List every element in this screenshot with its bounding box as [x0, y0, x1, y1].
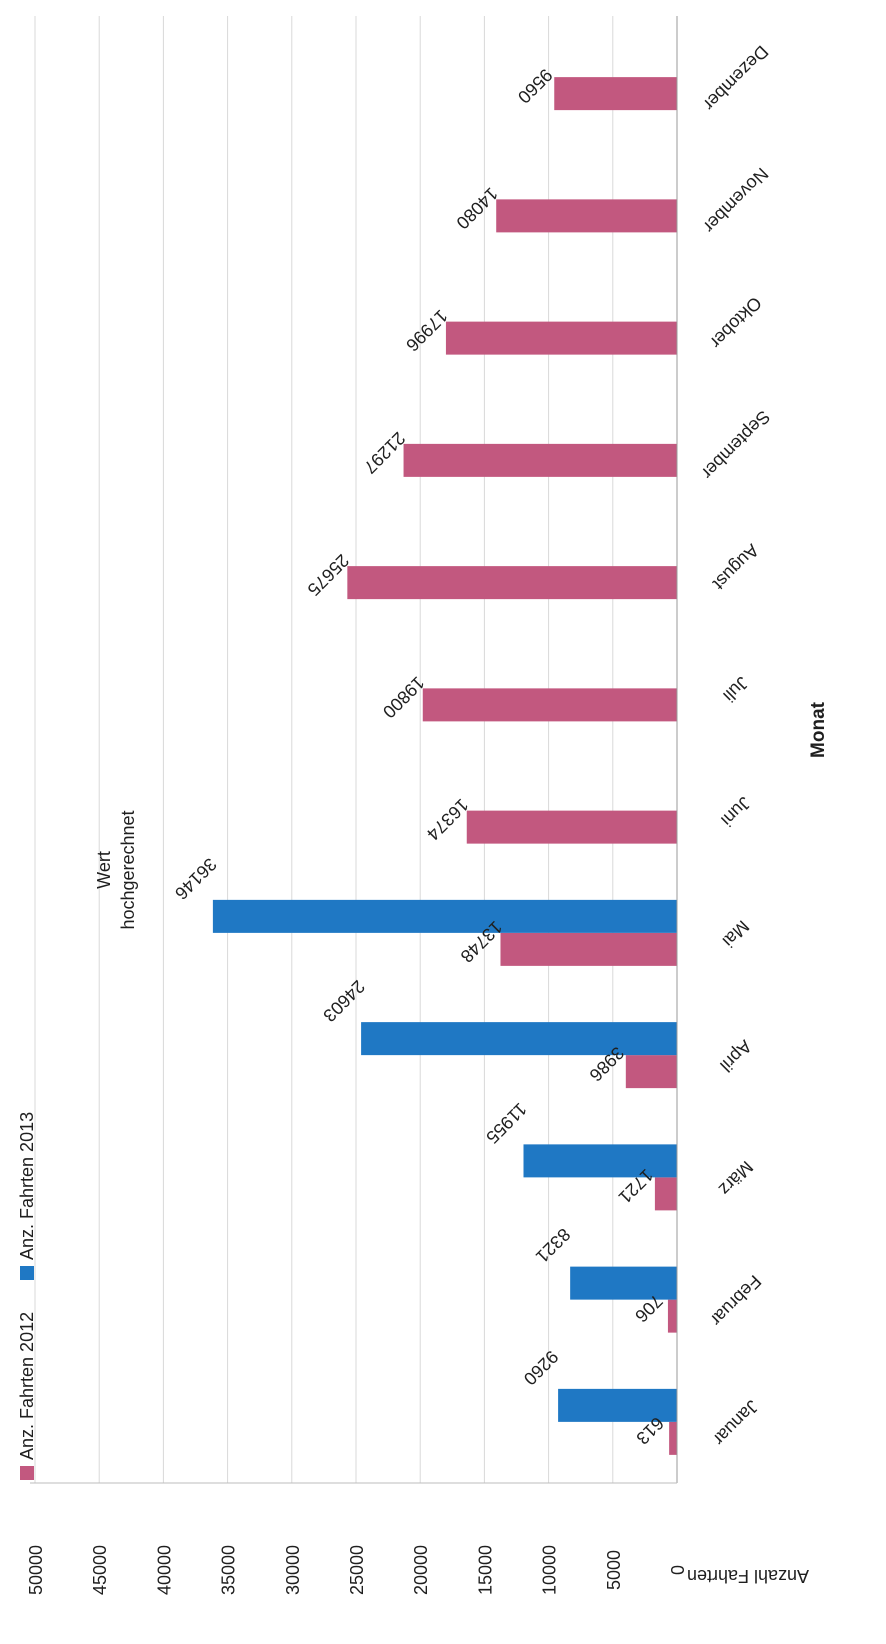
data-label-2013: 8321	[532, 1224, 574, 1266]
legend-label-2013: Anz. Fahrten 2013	[17, 1112, 37, 1260]
y-tick-label: 25000	[347, 1545, 367, 1595]
y-tick-label: 10000	[540, 1545, 560, 1595]
annotation: Wert hochgerechnet	[94, 810, 138, 929]
annotation-line-2: hochgerechnet	[118, 810, 138, 929]
legend-swatch-2012	[20, 1466, 34, 1480]
bar-2012	[403, 443, 677, 477]
x-tick-label: Januar	[709, 1396, 762, 1449]
x-tick-label: Juni	[717, 793, 754, 830]
data-label-2012: 14080	[452, 183, 502, 233]
bar-2012	[625, 1055, 677, 1089]
y-tick-label: 0	[668, 1565, 688, 1575]
y-tick-label: 20000	[411, 1545, 431, 1595]
y-tick-label: 45000	[90, 1545, 110, 1595]
y-tick-label: 50000	[26, 1545, 46, 1595]
bar-2012	[667, 1299, 677, 1333]
data-label-2012: 25675	[303, 550, 353, 600]
bars	[212, 77, 677, 1455]
y-tick-label: 40000	[154, 1545, 174, 1595]
data-label-2013: 11955	[482, 1099, 531, 1148]
legend-swatch-2013	[20, 1266, 34, 1280]
y-tick-label: 30000	[283, 1545, 303, 1595]
data-label-2012: 17996	[402, 306, 452, 356]
y-tick-label: 5000	[604, 1550, 624, 1590]
data-label-2012: 21297	[360, 428, 410, 478]
x-tick-label: Juli	[719, 673, 752, 706]
data-label-2012: 16374	[423, 795, 473, 845]
legend: Anz. Fahrten 2012 Anz. Fahrten 2013	[17, 1112, 37, 1480]
bar-2012	[496, 199, 677, 233]
x-tick-label: September	[698, 407, 774, 483]
legend-label-2012: Anz. Fahrten 2012	[17, 1312, 37, 1460]
x-tick-label: Oktober	[706, 293, 765, 352]
bar-2012	[554, 77, 677, 111]
bar-2013	[558, 1388, 677, 1422]
y-axis-title: Anzahl Fahrten	[687, 1566, 809, 1586]
bar-2012	[669, 1421, 677, 1455]
data-label-2013: 36146	[171, 854, 221, 904]
x-tick-label: Dezember	[699, 42, 772, 115]
bar-2013	[212, 899, 677, 933]
bar-2012	[422, 688, 677, 722]
x-tick-label: Februar	[707, 1271, 766, 1330]
annotation-line-1: Wert	[94, 851, 114, 889]
bar-2013	[570, 1266, 677, 1300]
y-tick-label: 35000	[219, 1545, 239, 1595]
x-axis-title: Monat	[808, 701, 829, 758]
data-label-2013: 24603	[319, 976, 369, 1026]
bar-2012	[347, 566, 677, 600]
data-label-2013: 9260	[520, 1347, 562, 1389]
bar-2012	[445, 321, 677, 355]
x-tick-label: Mai	[719, 916, 754, 951]
x-tick-label: August	[709, 540, 763, 594]
bar-2012	[500, 932, 677, 966]
x-tick-label: April	[716, 1036, 756, 1076]
x-tick-label: März	[715, 1157, 757, 1199]
bar-2013	[523, 1144, 677, 1178]
grid-lines	[34, 16, 614, 1483]
data-labels: 6139260706832117211195539862460313748361…	[171, 65, 668, 1449]
data-label-2012: 19800	[379, 672, 429, 722]
data-label-2012: 9560	[514, 65, 556, 107]
x-tick-label: November	[699, 164, 772, 237]
bar-2012	[654, 1177, 677, 1211]
bar-2012	[466, 810, 677, 844]
y-tick-label: 15000	[475, 1545, 495, 1595]
bar-2013	[361, 1022, 677, 1056]
